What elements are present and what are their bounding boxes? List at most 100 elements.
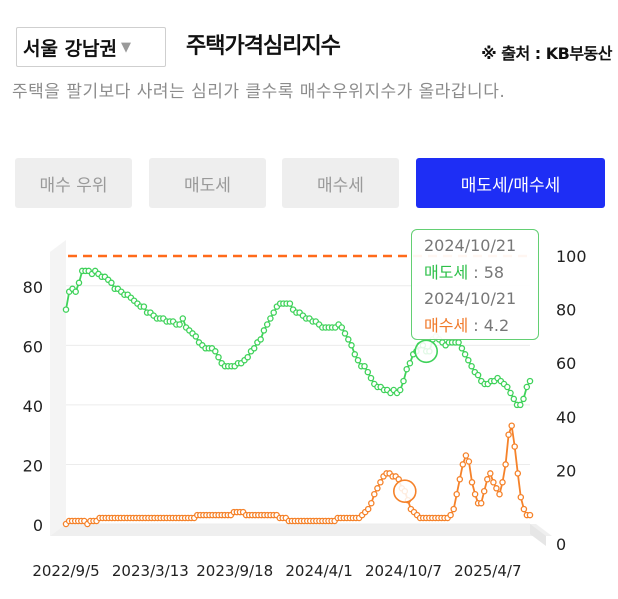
x-tick-label: 2023/3/13 [112, 562, 189, 580]
data-point [523, 383, 531, 391]
region-select-label: 서울 강남권 [23, 37, 118, 60]
y-right-tick-label: 80 [556, 301, 576, 320]
x-tick-label: 2025/4/7 [454, 562, 521, 580]
chevron-down-icon: ▼ [121, 39, 132, 55]
y-right-tick-label: 40 [556, 408, 576, 427]
data-point [341, 330, 349, 337]
y-left-tick-label: 80 [23, 278, 43, 297]
data-point [212, 348, 219, 355]
data-point [400, 377, 407, 385]
data-point [348, 342, 355, 349]
chart-tooltip: 2024/10/21 매도세 : 58 2024/10/21 매수세 : 4.2 [411, 229, 539, 340]
data-point [179, 315, 187, 322]
highlight-markers [392, 339, 439, 504]
data-point [108, 279, 115, 287]
data-point [504, 383, 511, 391]
series-layer [62, 267, 534, 528]
tooltip-value-1: 58 [483, 262, 505, 282]
data-point [250, 345, 258, 352]
y-left-tick-label: 0 [33, 516, 43, 535]
tooltip-date-1: 2024/10/21 [424, 236, 517, 255]
data-point [364, 505, 372, 513]
data-point [455, 339, 462, 346]
series-line-1 [65, 425, 530, 526]
data-point [215, 353, 222, 361]
y-left-tick-label: 60 [23, 337, 43, 356]
tooltip-value-2: 4.2 [483, 315, 510, 335]
data-point [462, 452, 470, 459]
data-point [453, 490, 460, 498]
data-point [62, 306, 70, 313]
data-point [487, 470, 494, 477]
data-point [514, 470, 522, 477]
data-point [526, 511, 534, 519]
data-point [367, 374, 375, 382]
data-point [480, 487, 488, 495]
grid [50, 240, 552, 546]
axis-labels: 0 20 40 60 80 0 20 40 60 80 100 2022/9/5 2023/3/13 20… [23, 247, 587, 580]
data-point [368, 499, 375, 507]
y-left-tick-label: 20 [23, 456, 43, 475]
data-point [244, 353, 251, 361]
data-point [508, 422, 515, 429]
region-select[interactable]: 서울 강남권 ▼ [16, 27, 166, 67]
tab-sell[interactable]: 매도세 [149, 158, 266, 208]
data-point [520, 395, 527, 403]
highlight-point-1 [392, 479, 417, 504]
floor-edge [530, 524, 546, 546]
data-point [520, 505, 528, 513]
tab-sell-buy[interactable]: 매도세/매수세 [416, 158, 605, 208]
data-point [364, 368, 372, 376]
data-point [507, 389, 514, 397]
data-point [75, 279, 83, 287]
left-wall [50, 240, 66, 536]
floor [50, 524, 552, 536]
x-tick-label: 2024/4/1 [285, 562, 352, 580]
y-right-tick-label: 20 [556, 461, 576, 480]
line-chart: 0 20 40 60 80 0 20 40 60 80 100 2022/9/5 2023/3/13 20… [23, 240, 587, 580]
data-point [517, 401, 524, 409]
x-tick-label: 2022/9/5 [32, 562, 99, 580]
data-point [263, 321, 271, 328]
x-tick-label: 2023/9/18 [196, 562, 273, 580]
y-right-tick-label: 60 [556, 354, 576, 373]
y-right-tick-label: 100 [556, 247, 587, 266]
data-point [496, 490, 503, 498]
data-point [345, 336, 352, 343]
tab-buy[interactable]: 매수세 [282, 158, 399, 208]
y-left-tick-label: 40 [23, 397, 43, 416]
tab-buy-advantage[interactable]: 매수 우위 [15, 158, 132, 208]
page-title: 주택가격심리지수 [186, 34, 341, 59]
data-point [517, 493, 525, 501]
data-point [458, 345, 466, 352]
data-point [461, 351, 469, 358]
data-point [468, 362, 475, 370]
data-point [465, 356, 472, 364]
data-point [140, 303, 148, 310]
data-point [526, 377, 534, 385]
data-point [502, 461, 509, 468]
data-point [270, 309, 277, 316]
tooltip-label-2: 매수세 [424, 315, 469, 335]
data-point [176, 321, 183, 328]
data-point [510, 395, 518, 403]
data-point [484, 476, 491, 483]
data-point [396, 386, 404, 394]
highlight-point-0 [414, 339, 439, 364]
data-point [267, 315, 274, 322]
data-point [490, 479, 497, 486]
data-point [499, 479, 506, 486]
tooltip-label-1: 매도세 [424, 262, 469, 282]
description: 주택을 팔기보다 사려는 심리가 클수록 매수우위지수가 올라갑니다. [12, 82, 506, 102]
data-point [338, 324, 346, 331]
data-point [354, 356, 362, 364]
data-point [456, 476, 464, 483]
data-point [477, 499, 485, 507]
data-point [374, 485, 381, 492]
tooltip-date-2: 2024/10/21 [424, 289, 517, 308]
data-point [459, 461, 467, 468]
data-point [403, 365, 410, 373]
data-point [474, 371, 482, 379]
data-point [371, 490, 378, 498]
data-point [192, 333, 200, 340]
